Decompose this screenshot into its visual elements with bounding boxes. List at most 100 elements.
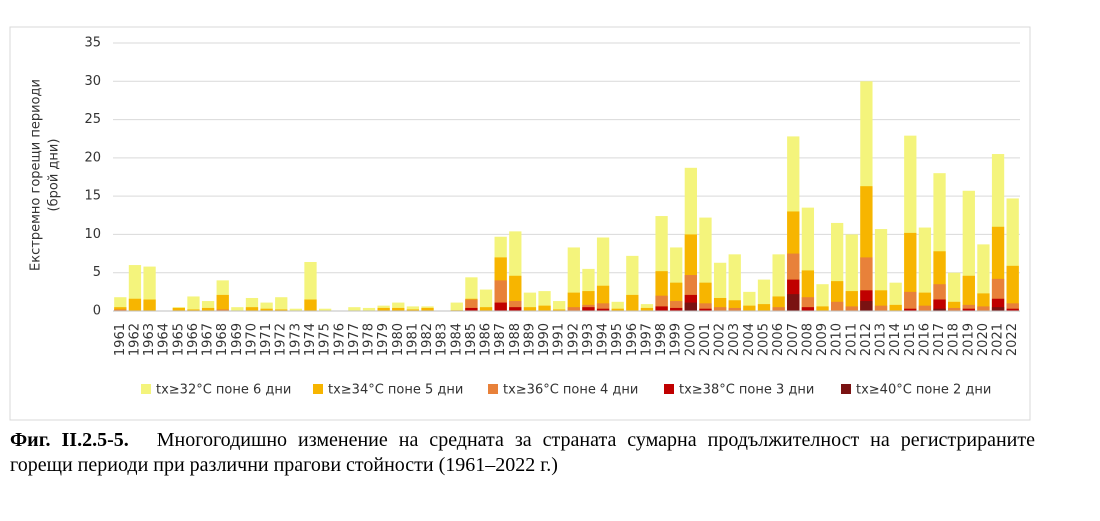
bar: [918, 227, 932, 311]
y-tick-label: 10: [84, 227, 101, 242]
bar: [216, 309, 229, 311]
x-tick-label: 2017: [932, 323, 947, 356]
legend-swatch: [664, 384, 674, 394]
bar: [684, 302, 697, 311]
bar: [479, 289, 493, 311]
bar: [991, 307, 1005, 311]
bar: [275, 309, 288, 311]
bar: [640, 307, 654, 311]
bar: [743, 305, 756, 311]
x-tick-label: 2007: [786, 323, 801, 356]
bar: [465, 299, 478, 311]
bar: [699, 308, 712, 311]
legend-swatch: [141, 384, 151, 394]
x-tick-label: 2015: [903, 323, 918, 356]
x-tick-label: 2016: [917, 323, 932, 356]
bar: [201, 301, 215, 311]
legend-label: tx≥34°C поне 5 дни: [328, 383, 463, 398]
x-tick-label: 1964: [157, 323, 172, 356]
x-tick-label: 2003: [727, 323, 742, 356]
bar: [1006, 308, 1019, 311]
x-tick-label: 1970: [244, 323, 259, 356]
x-tick-label: 1961: [113, 323, 128, 356]
bar: [889, 282, 902, 311]
y-axis-label: Екстремно горещи периоди: [29, 79, 44, 271]
bar: [728, 254, 741, 311]
bar: [260, 302, 273, 311]
bar: [801, 307, 815, 311]
bar: [260, 308, 273, 311]
bar: [479, 307, 493, 311]
bar: [304, 299, 317, 311]
bar: [465, 307, 478, 311]
bar: [1006, 265, 1019, 311]
bar: [201, 307, 215, 311]
x-tick-label: 2009: [815, 323, 830, 356]
bar: [626, 294, 639, 311]
bar: [713, 307, 727, 311]
bar: [611, 301, 624, 311]
bar: [904, 232, 917, 311]
x-tick-label: 1972: [274, 323, 289, 356]
bar: [538, 305, 551, 311]
legend-swatch: [841, 384, 851, 394]
bar: [494, 302, 507, 311]
x-tick-label: 1967: [201, 323, 216, 356]
bar: [348, 307, 361, 311]
bar: [640, 304, 654, 311]
bar: [977, 306, 990, 311]
x-tick-label: 2004: [742, 323, 757, 356]
bar: [596, 303, 610, 311]
bar: [304, 261, 317, 311]
bar: [948, 307, 961, 311]
x-tick-label: 2013: [874, 323, 889, 356]
x-tick-label: 1965: [171, 323, 186, 356]
x-tick-label: 1989: [522, 323, 537, 356]
caption: Фиг. II.2.5-5. Многогодишно изменение на …: [10, 428, 1035, 478]
x-tick-label: 1993: [581, 323, 596, 356]
bar: [114, 309, 127, 311]
bar: [187, 309, 200, 311]
y-tick-label: 15: [84, 189, 101, 204]
x-tick-label: 1983: [435, 323, 450, 356]
x-tick-label: 1976: [332, 323, 347, 356]
bar: [421, 307, 434, 311]
bar: [933, 308, 946, 311]
bar: [655, 306, 668, 311]
x-tick-label: 2005: [756, 323, 771, 356]
bar: [962, 275, 975, 311]
x-tick-label: 1988: [508, 323, 523, 356]
x-tick-label: 1973: [288, 323, 303, 356]
bar: [553, 309, 566, 311]
x-tick-label: 2000: [683, 323, 698, 356]
bar: [567, 292, 580, 311]
bar: [231, 307, 244, 311]
caption-label: Фиг. II.2.5-5.: [10, 429, 129, 451]
bar: [728, 300, 741, 311]
x-tick-label: 2006: [771, 323, 786, 356]
bar: [596, 308, 610, 311]
bar: [772, 307, 785, 311]
bar: [699, 303, 712, 311]
x-tick-label: 1981: [405, 323, 420, 356]
x-tick-label: 2020: [976, 323, 991, 356]
x-tick-label: 1963: [142, 323, 157, 356]
bar: [948, 272, 961, 311]
bar: [860, 301, 873, 311]
bar: [143, 299, 156, 311]
x-tick-label: 1975: [318, 323, 333, 356]
legend-swatch: [313, 384, 323, 394]
x-tick-label: 2011: [844, 323, 859, 356]
x-tick-label: 1982: [420, 323, 435, 356]
bar: [904, 291, 917, 311]
bar: [757, 279, 771, 311]
bar: [392, 307, 405, 311]
x-tick-label: 1995: [610, 323, 625, 356]
x-tick-label: 1962: [127, 323, 142, 356]
x-tick-label: 1999: [669, 323, 684, 356]
bar: [509, 307, 522, 311]
bar: [962, 308, 975, 311]
x-tick-label: 2002: [713, 323, 728, 356]
bar: [172, 307, 185, 311]
